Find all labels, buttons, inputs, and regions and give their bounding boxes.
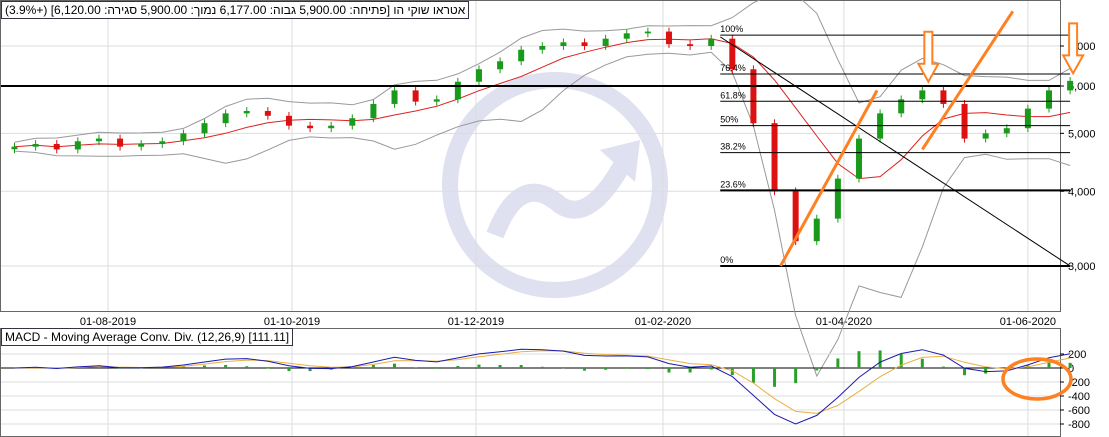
x-tick-label: 01-08-2019 [80,316,136,328]
candle-body [222,113,229,124]
candle-body [412,90,419,102]
candle-body [834,178,841,219]
candle-body [32,143,39,147]
y-tick-label: 3,000 [1068,261,1096,273]
watermark-arrow [486,155,633,239]
candle-body [940,90,947,104]
candle-body [1045,90,1052,109]
candle-body [581,42,588,46]
x-tick-label: 01-06-2020 [1000,316,1056,328]
macd-line [14,348,1071,425]
candle-body [391,90,398,104]
orange-arrow-icon [916,30,941,84]
orange-trend-line [779,89,879,267]
watermark-arrowhead [600,140,640,182]
x-tick-label: 01-02-2020 [635,316,691,328]
y-tick-label: 5,000 [1068,128,1096,140]
price-panel-frame [0,0,1061,312]
candle-body [750,69,757,124]
candle-body [264,110,271,116]
candle-body [1067,80,1074,91]
candle-body [180,133,187,142]
orange-highlight-circle [1001,357,1073,401]
candle-body [560,42,567,46]
x-tick-label: 01-04-2020 [816,316,872,328]
chart-header: אטראו שוקי הו [פתיחה: 5,900.00 גבוה: 6,1… [1,1,470,19]
macd-y-tick-label: 200 [1068,349,1086,361]
bollinger-upper [14,0,1071,143]
candle-body [644,31,651,34]
orange-arrow-icon [1061,22,1085,76]
macd-signal-line [14,350,1071,414]
candle-body [665,31,672,45]
fib-level-label: 100% [720,24,743,34]
fib-level-label: 61.8% [720,90,746,100]
y-tick-label: 6,000 [1068,81,1096,93]
candle-body [349,118,356,126]
candle-body [201,123,208,134]
candle-body [117,138,124,147]
candle-body [898,99,905,114]
fib-level-label: 0% [720,255,733,265]
candle-body [328,125,335,129]
candle-body [771,123,778,192]
orange-trend-line [921,10,1015,151]
candle-body [433,99,440,102]
candle-body [74,141,81,150]
candle-body [982,133,989,139]
macd-y-tick-label: -800 [1068,419,1090,431]
candle-body [813,218,820,242]
macd-title: MACD - Moving Average Conv. Div. (12,26,… [1,328,294,346]
candle-body [961,103,968,139]
candle-body [792,191,799,242]
moving-average [14,38,1071,180]
candle-body [138,143,145,147]
candle-body [623,33,630,39]
fib-level-label: 50% [720,115,738,125]
candle-body [919,90,926,100]
macd-y-tick-label: -400 [1068,391,1090,403]
macd-y-tick-label: -200 [1068,377,1090,389]
candle-body [708,38,715,46]
candle-body [1024,108,1031,129]
watermark-logo [442,72,668,298]
candle-body [475,69,482,82]
y-tick-label: 4,000 [1068,186,1096,198]
candle-body [855,138,862,179]
candle-body [53,143,60,150]
x-tick-label: 01-12-2019 [448,316,504,328]
fib-level-label: 76.4% [720,63,746,73]
fib-level-label: 23.6% [720,179,746,189]
candle-body [1003,128,1010,134]
candle-body [602,38,609,46]
trendline [719,36,1071,267]
candle-body [497,61,504,70]
x-tick-label: 01-10-2019 [264,316,320,328]
candle-body [729,38,736,70]
candle-body [285,115,292,126]
candle-body [11,146,18,150]
candle-body [307,125,314,129]
candle-body [159,141,166,144]
macd-y-tick-label: 0 [1068,363,1074,375]
candle-body [454,81,461,100]
macd-y-tick-label: -600 [1068,405,1090,417]
candle-body [370,103,377,119]
candle-body [687,44,694,46]
fib-level-label: 38.2% [720,142,746,152]
candle-body [95,138,102,142]
candle-body [518,49,525,62]
candle-body [539,46,546,50]
bollinger-lower [14,51,1071,378]
candle-body [243,110,250,114]
